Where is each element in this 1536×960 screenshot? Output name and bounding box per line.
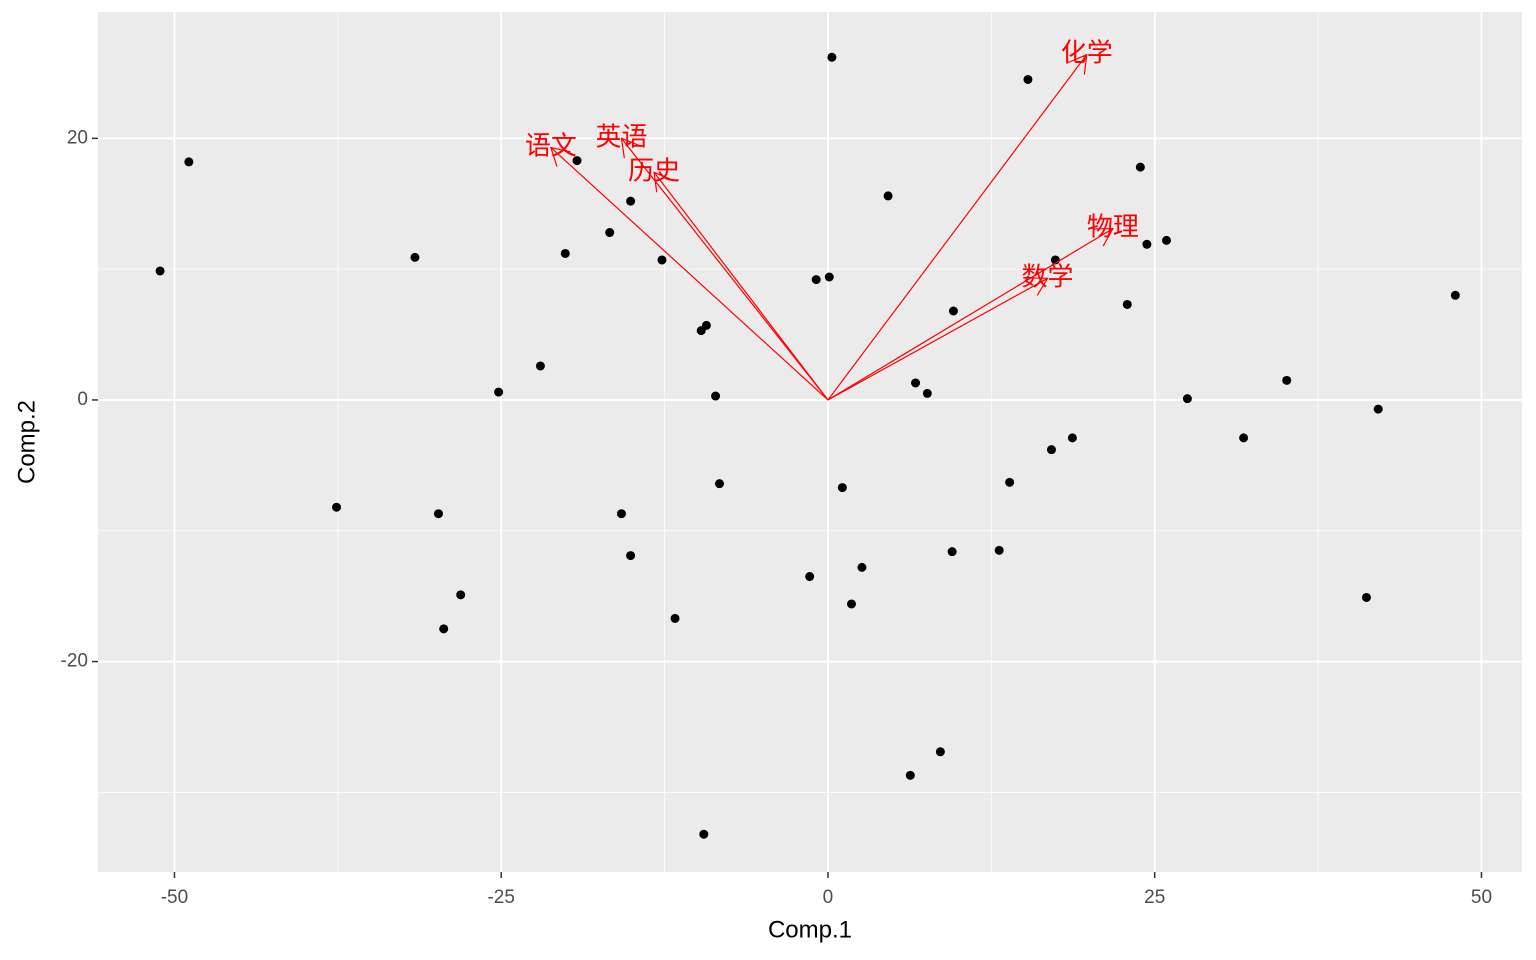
arrow-head — [1068, 53, 1088, 75]
x-tick-label: -25 — [487, 887, 514, 908]
arrow-label: 语文 — [525, 132, 577, 162]
point — [699, 829, 709, 839]
point — [1161, 235, 1171, 245]
point — [1361, 592, 1371, 602]
panel — [98, 12, 1522, 872]
point — [1005, 477, 1015, 487]
point — [626, 551, 636, 561]
point — [1450, 290, 1460, 300]
arrow — [827, 54, 1088, 401]
point — [433, 509, 443, 519]
point — [1142, 239, 1152, 249]
point — [846, 599, 856, 609]
arrow-label: 历史 — [628, 156, 680, 186]
arrow — [550, 147, 829, 401]
arrow-label: 化学 — [1061, 39, 1113, 69]
point — [410, 252, 420, 262]
point — [560, 248, 570, 258]
arrow-head — [620, 137, 641, 159]
point — [1046, 445, 1056, 455]
point — [332, 502, 342, 512]
point — [657, 255, 667, 265]
point — [948, 306, 958, 316]
y-tick-label: 20 — [67, 127, 88, 148]
arrow — [827, 228, 1114, 401]
point — [883, 191, 893, 201]
point — [805, 572, 815, 582]
point — [1239, 433, 1249, 443]
point — [155, 266, 165, 276]
arrow — [653, 171, 829, 401]
arrow-head — [1092, 227, 1114, 247]
y-tick-label: -20 — [61, 651, 88, 672]
point — [494, 387, 504, 397]
y-axis-title: Comp.2 — [13, 400, 40, 484]
point — [935, 747, 945, 757]
y-tick-label: 0 — [77, 389, 88, 410]
x-tick-label: 0 — [823, 887, 834, 908]
arrow-label: 英语 — [595, 122, 647, 152]
point — [1023, 74, 1033, 84]
point — [701, 320, 711, 330]
point — [616, 509, 626, 519]
x-axis-title: Comp.1 — [768, 916, 852, 943]
point — [911, 378, 921, 388]
point — [947, 547, 957, 557]
point — [837, 483, 847, 493]
point — [439, 624, 449, 634]
point — [711, 391, 721, 401]
arrow-head — [1027, 277, 1049, 296]
point — [1122, 299, 1132, 309]
arrow-label: 数学 — [1022, 262, 1074, 292]
point — [1282, 375, 1292, 385]
arrow-head — [653, 171, 673, 193]
point — [670, 613, 680, 623]
x-tick-label: 25 — [1144, 887, 1165, 908]
point — [857, 562, 867, 572]
point — [1067, 433, 1077, 443]
point — [572, 156, 582, 166]
point — [626, 196, 636, 206]
point — [811, 275, 821, 285]
point — [827, 52, 837, 62]
point — [994, 545, 1004, 555]
point — [1373, 404, 1383, 414]
x-tick-label: 50 — [1471, 887, 1492, 908]
point — [535, 361, 545, 371]
point — [1135, 162, 1145, 172]
point — [714, 479, 724, 489]
arrow — [827, 277, 1048, 401]
point — [922, 388, 932, 398]
point — [905, 770, 915, 780]
point — [605, 228, 615, 238]
x-tick-label: -50 — [161, 887, 188, 908]
arrow-head — [549, 146, 571, 167]
point — [184, 157, 194, 167]
point — [1182, 394, 1192, 404]
arrow-label: 物理 — [1087, 213, 1139, 243]
point — [456, 590, 466, 600]
point — [824, 272, 834, 282]
